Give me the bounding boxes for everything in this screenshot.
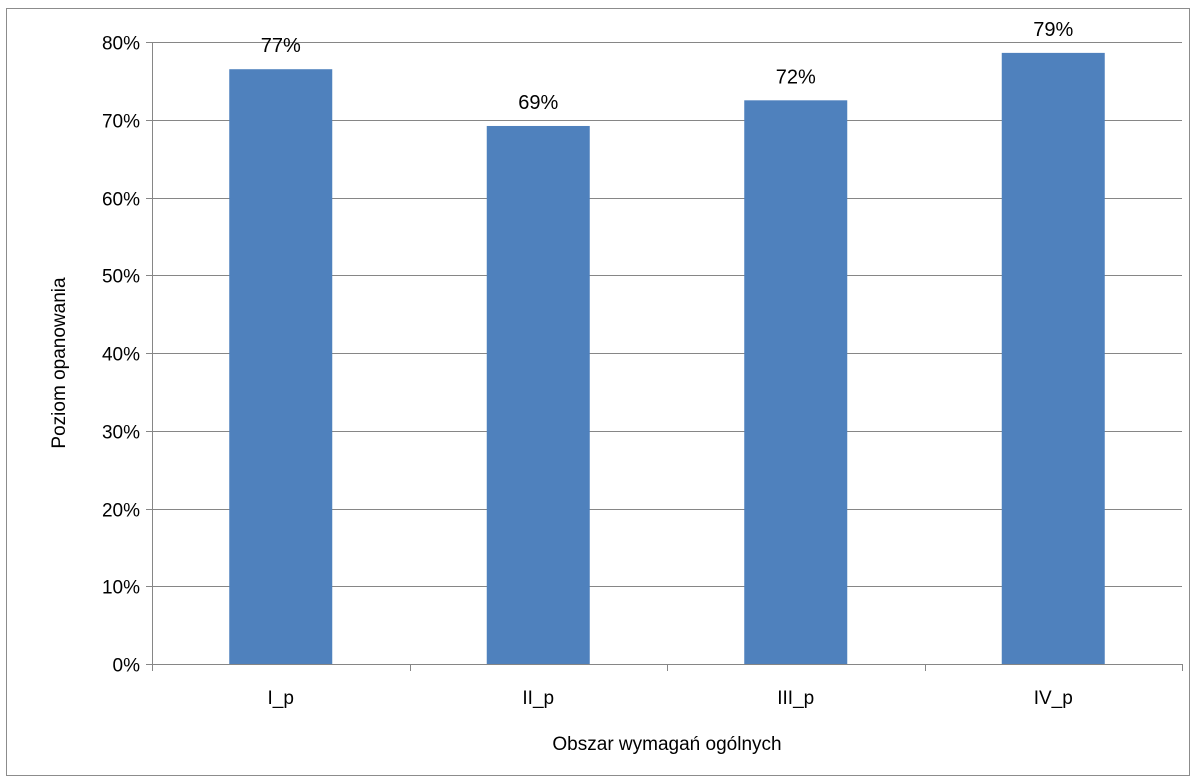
y-axis-title: Poziom opanowania xyxy=(49,277,70,449)
x-tick-label: II_p xyxy=(522,688,554,709)
axes xyxy=(146,42,1183,671)
x-tick-labels: I_p II_p III_p IV_p xyxy=(268,688,1073,709)
x-tick-label: I_p xyxy=(268,688,294,709)
y-tick-label: 40% xyxy=(102,345,140,366)
data-label: 72% xyxy=(776,66,816,88)
y-tick-label: 70% xyxy=(102,112,140,133)
y-tick-label: 60% xyxy=(102,190,140,211)
y-tick-label: 0% xyxy=(113,656,141,677)
bar xyxy=(1001,52,1105,664)
x-tick-label: III_p xyxy=(777,688,814,709)
y-tick-label: 20% xyxy=(102,501,140,522)
data-label: 69% xyxy=(518,92,558,114)
y-tick-label: 80% xyxy=(102,34,140,55)
x-tick-label: IV_p xyxy=(1034,688,1073,709)
data-labels: 77% 69% 72% 79% xyxy=(261,19,1074,114)
bar xyxy=(744,100,848,664)
data-label: 79% xyxy=(1033,19,1073,41)
bar xyxy=(229,69,333,664)
bars xyxy=(229,52,1105,665)
y-tick-label: 30% xyxy=(102,423,140,444)
data-label: 77% xyxy=(261,35,301,57)
chart-frame: 0% 10% 20% 30% 40% 50% 60% 70% 80% I_p II_p III_p I… xyxy=(6,8,1190,776)
y-tick-label: 50% xyxy=(102,267,140,288)
y-tick-label: 10% xyxy=(102,578,140,599)
bar-chart: 0%10%20%30%40%50%60%70%80% I_p II_p III_p I… xyxy=(49,19,1183,755)
bar xyxy=(486,125,590,665)
x-axis-title: Obszar wymagań ogólnych xyxy=(552,734,781,755)
y-tick-labels: 0% 10% 20% 30% 40% 50% 60% 70% 80% xyxy=(102,34,140,677)
